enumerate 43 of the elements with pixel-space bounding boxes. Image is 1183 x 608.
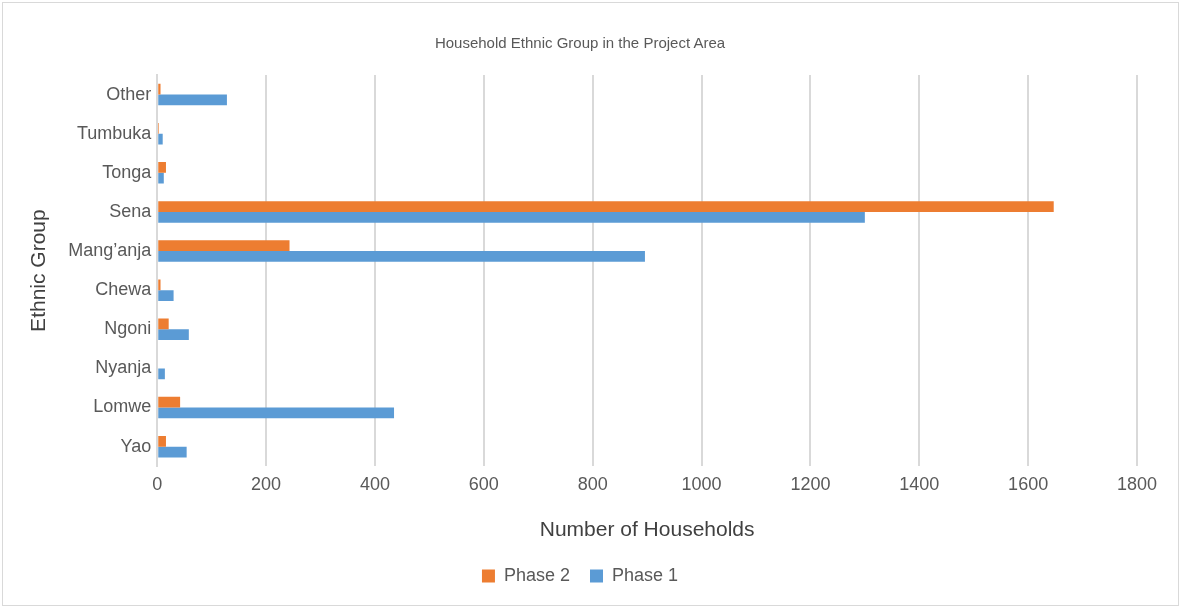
y-tick-label: Lomwe — [93, 396, 152, 417]
y-tick-label: Ngoni — [104, 318, 152, 339]
bar — [158, 172, 164, 184]
bar — [158, 251, 645, 262]
bar — [158, 396, 181, 408]
bar — [158, 446, 187, 458]
bar — [158, 83, 161, 95]
x-tick-label: 1800 — [1116, 473, 1158, 494]
x-tick-label: 1200 — [790, 473, 831, 494]
y-tick-label: Sena — [109, 200, 153, 221]
x-axis-title: Number of Households — [539, 517, 755, 541]
x-tick-label: 1400 — [899, 473, 940, 494]
x-tick-label: 400 — [359, 473, 390, 494]
y-tick-label: Yao — [120, 435, 152, 456]
bar — [158, 407, 395, 419]
bar — [158, 162, 166, 173]
bar — [158, 329, 189, 341]
y-tick-label: Nyanja — [95, 357, 153, 378]
x-tick-label: 200 — [251, 473, 282, 494]
y-tick-label: Tonga — [102, 161, 153, 182]
x-tick-label: 600 — [468, 473, 499, 494]
y-tick-label: Tumbuka — [76, 122, 153, 143]
x-tick-label: 0 — [152, 473, 163, 494]
y-axis-title: Ethnic Group — [26, 209, 50, 332]
bar — [158, 290, 174, 301]
y-tick-label: Mang’anja — [68, 240, 153, 261]
x-tick-label: 800 — [577, 473, 608, 494]
bar — [158, 201, 1054, 212]
bar — [158, 94, 227, 106]
legend-label: Phase 1 — [612, 564, 679, 585]
bar — [158, 318, 169, 330]
bar — [158, 435, 166, 447]
legend-label: Phase 2 — [503, 564, 571, 585]
bar — [158, 211, 865, 223]
bar — [158, 368, 165, 380]
bar — [158, 240, 290, 252]
y-tick-label: Other — [106, 83, 152, 104]
chart-title: Household Ethnic Group in the Project Area — [434, 34, 726, 52]
bar — [158, 279, 161, 291]
x-tick-label: 1600 — [1008, 473, 1049, 494]
y-tick-label: Chewa — [95, 279, 153, 300]
x-tick-label: 1000 — [681, 473, 722, 494]
bar — [158, 133, 163, 145]
